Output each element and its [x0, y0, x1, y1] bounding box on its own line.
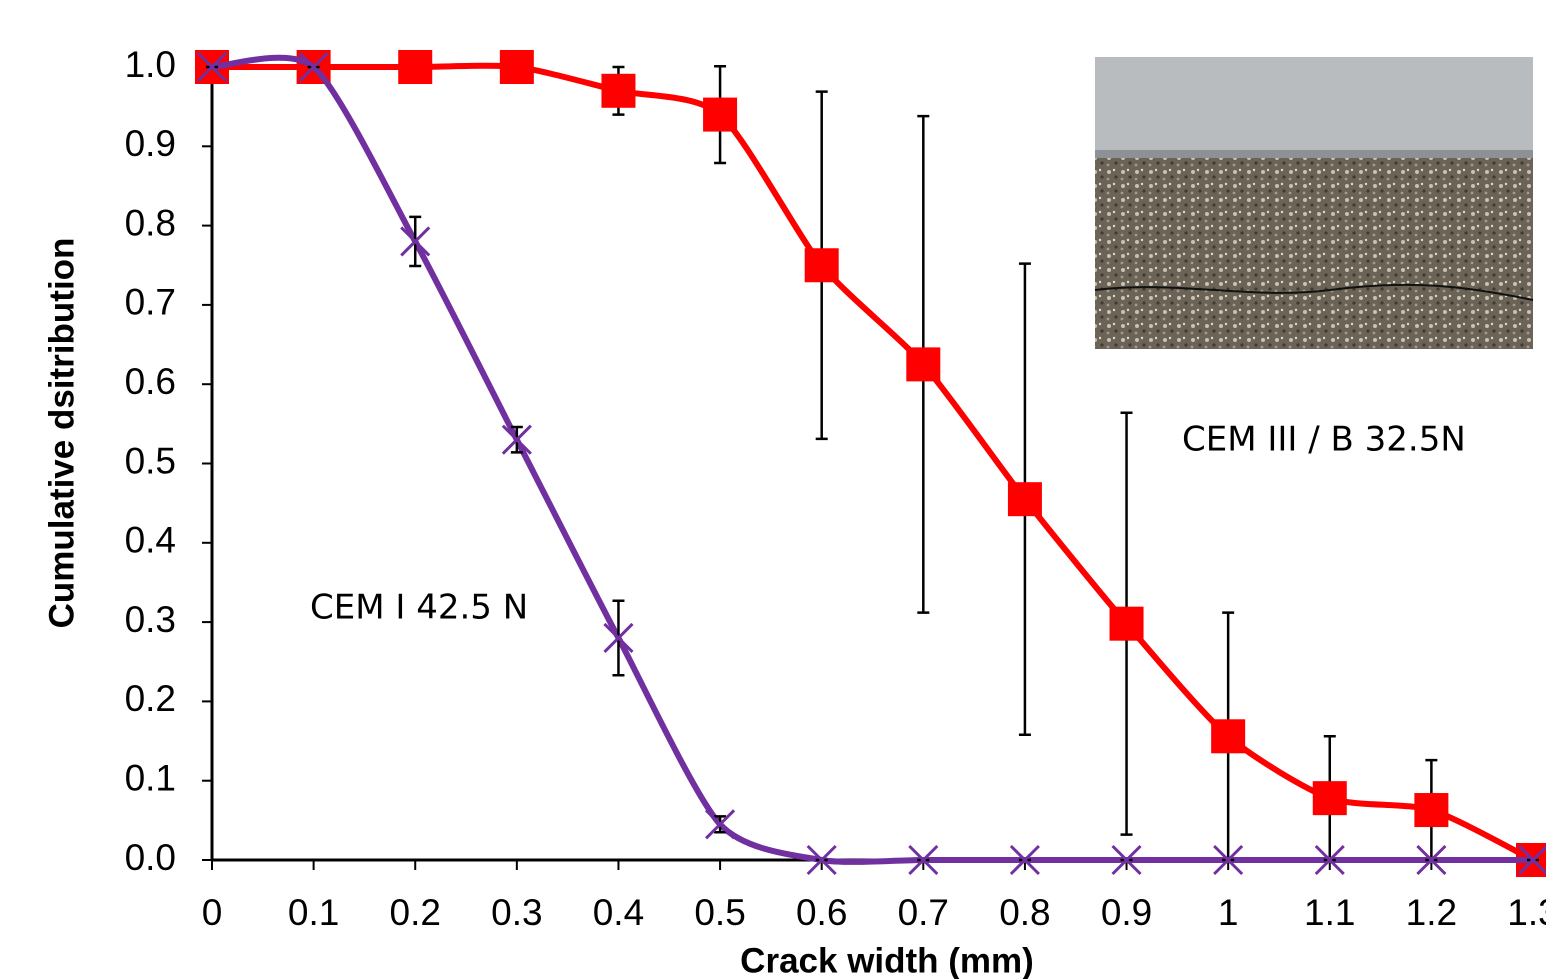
y-tick-label: 0.4: [125, 520, 176, 561]
marker: [398, 50, 433, 84]
marker: [1414, 793, 1449, 828]
y-tick-label: 0.9: [125, 123, 176, 164]
y-tick-label: 0.8: [125, 202, 176, 243]
marker: [804, 248, 839, 283]
x-tick-label: 0.9: [1101, 892, 1152, 933]
marker: [806, 844, 837, 876]
marker: [400, 226, 431, 257]
marker: [1111, 844, 1142, 876]
marker: [705, 809, 736, 840]
y-tick-label: 0.6: [125, 361, 176, 402]
y-tick-label: 0.7: [125, 282, 176, 323]
series-line: [212, 62, 1535, 863]
marker: [703, 97, 738, 132]
x-tick-label: 0.6: [796, 892, 847, 933]
y-tick-label: 0.5: [125, 440, 176, 481]
marker: [603, 622, 634, 654]
x-tick-label: 1.1: [1304, 892, 1355, 933]
x-tick-label: 0.2: [390, 892, 441, 933]
marker: [196, 51, 228, 83]
x-tick-label: 0.1: [288, 892, 339, 933]
marker: [298, 51, 329, 83]
marker: [1517, 844, 1546, 876]
marker: [499, 50, 534, 84]
marker: [1312, 781, 1347, 816]
y-tick-label: 0.1: [125, 757, 176, 798]
marker: [1314, 844, 1345, 876]
inset-photo: [1094, 57, 1534, 349]
x-tick-label: 0.7: [898, 892, 949, 933]
x-axis-title: Crack width (mm): [740, 941, 1034, 979]
marker: [501, 424, 532, 455]
marker: [1211, 719, 1246, 754]
marker: [908, 844, 939, 876]
x-tick-label: 0.3: [491, 892, 542, 933]
marker: [1009, 844, 1040, 876]
y-tick-label: 0.2: [125, 678, 176, 719]
marker: [1416, 844, 1447, 876]
x-tick-label: 0.4: [593, 892, 644, 933]
series-label: CEM I 42.5 N: [310, 588, 528, 628]
x-tick-label: 0.8: [999, 892, 1050, 933]
x-tick-label: 1.2: [1406, 892, 1457, 933]
x-tick-label: 1: [1218, 892, 1239, 933]
marker: [1007, 482, 1042, 517]
y-axis-title: Cumulative dsitribution: [42, 238, 81, 629]
x-tick-label: 0.5: [694, 892, 745, 933]
marker: [1109, 606, 1144, 641]
marker: [601, 73, 636, 108]
y-tick-label: 1.0: [125, 44, 176, 85]
series-label: CEM III / B 32.5N: [1182, 420, 1466, 460]
y-tick-label: 0.3: [125, 599, 176, 640]
marker: [1213, 844, 1244, 876]
marker: [906, 347, 941, 382]
x-tick-label: 1.3: [1507, 892, 1546, 933]
x-tick-label: 0: [202, 892, 223, 933]
y-tick-label: 0.0: [125, 837, 176, 878]
